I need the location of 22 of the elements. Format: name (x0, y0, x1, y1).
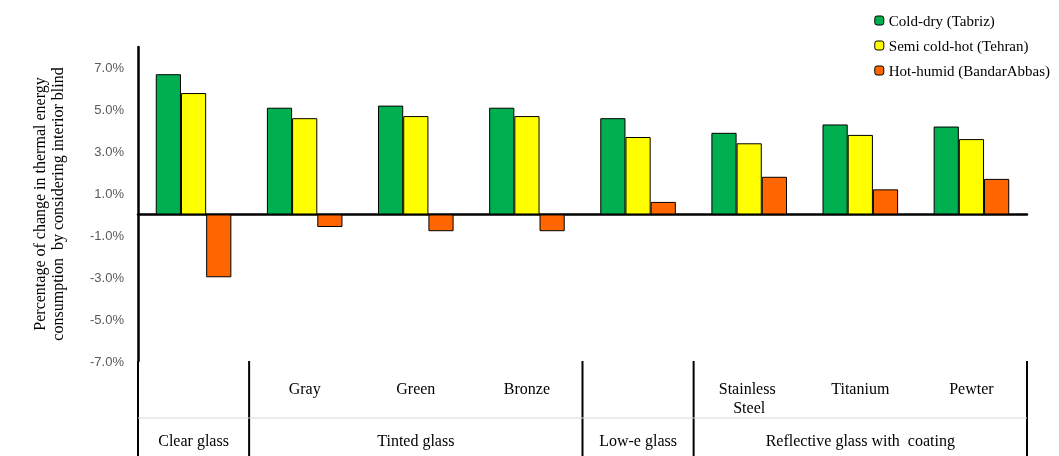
text: Clear glass (158, 431, 229, 450)
y-tick-label: 5.0% (94, 102, 125, 118)
y-tick-label: -5.0% (90, 311, 125, 327)
legend-label: Cold-dry (Tabriz) (888, 12, 995, 30)
x-tick-label: Pewter (949, 380, 995, 397)
y-tick-label: 3.0% (94, 144, 125, 160)
x-tick-label: Stainless Steel (718, 380, 780, 416)
legend-label: Semi cold-hot (Tehran) (888, 37, 1029, 55)
legend-label: Hot-humid (BandarAbbas) (888, 62, 1051, 80)
text: Low-e glass (599, 431, 677, 450)
text: Reflective glass with coating (765, 431, 955, 450)
x-tick-label: Gray (288, 380, 321, 398)
x-tick-label: Bronze (503, 380, 551, 397)
x-tick-label: Green (396, 380, 436, 397)
y-tick-label: -1.0% (90, 227, 125, 243)
y-tick-label: -7.0% (90, 353, 125, 369)
text: Tinted glass (377, 431, 455, 450)
y-axis-title: Percentage of change in thermal energy consumption by considering interior blind (30, 67, 67, 341)
y-tick-label: 1.0% (94, 186, 125, 202)
x-tick-label: Titanium (831, 380, 890, 397)
y-tick-label: 7.0% (94, 60, 125, 76)
y-tick-label: -3.0% (90, 269, 125, 285)
